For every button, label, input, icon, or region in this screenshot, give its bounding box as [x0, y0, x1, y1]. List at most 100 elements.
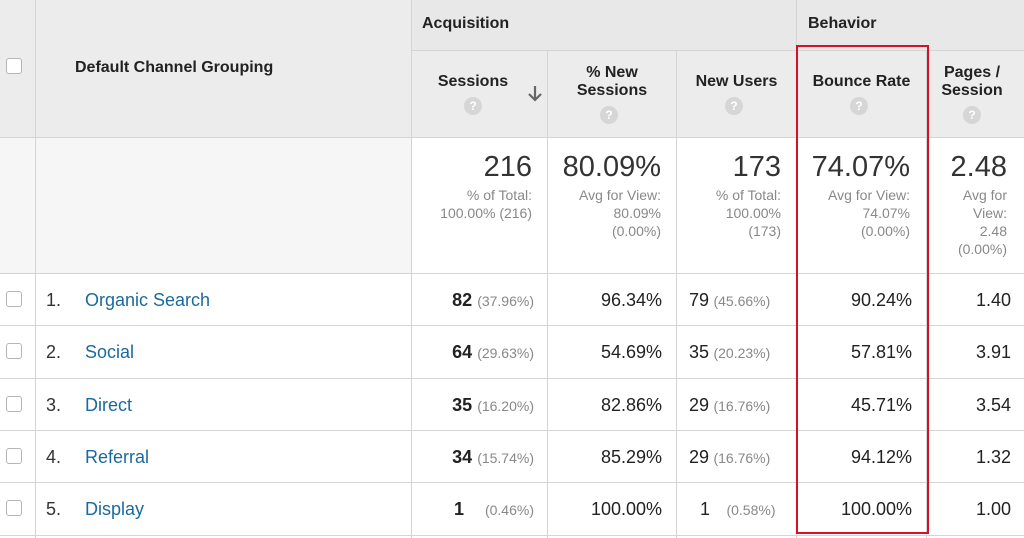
group-header-band — [412, 0, 1024, 50]
dimension-header[interactable]: Default Channel Grouping — [75, 59, 274, 76]
new-users-pct: (16.76%) — [713, 450, 771, 466]
bounce-rate-cell: 94.12% — [850, 447, 912, 467]
sessions-value: 35 — [452, 395, 473, 415]
sessions-value: 64 — [452, 342, 473, 362]
col-sessions-label: Sessions — [437, 73, 509, 90]
help-icon[interactable]: ? — [850, 97, 868, 115]
table-row: 5. Display 1 (0.46%) 100.00% 1 (0.58%) 1… — [0, 483, 1024, 535]
new-users-value: 35 — [689, 342, 710, 362]
total-sessions-line2: 100.00% (216) — [440, 205, 532, 221]
pages-session-cell: 1.32 — [975, 447, 1011, 467]
total-bounce-rate-value: 74.07% — [811, 151, 910, 183]
row-number: 3. — [46, 395, 62, 415]
new-users-value: 79 — [689, 290, 710, 310]
channel-link[interactable]: Direct — [85, 395, 133, 415]
help-icon[interactable]: ? — [963, 106, 981, 124]
total-pct-new-sessions-value: 80.09% — [562, 151, 661, 183]
total-sessions-value: 216 — [483, 151, 532, 183]
channel-link[interactable]: Display — [85, 499, 145, 519]
bounce-rate-cell: 90.24% — [850, 290, 912, 310]
new-users-cell: 79 (45.66%) — [689, 290, 770, 311]
sessions-cell: 1 (0.46%) — [412, 499, 534, 520]
table-row: 2. Social 64 (29.63%) 54.69% 35 (20.23%)… — [0, 326, 1024, 378]
row-checkbox[interactable] — [6, 396, 22, 412]
group-behavior: Behavior — [808, 15, 877, 32]
col-new-users-header[interactable]: New Users — [677, 73, 796, 91]
col-bounce-rate-label: Bounce Rate — [812, 73, 911, 90]
sessions-value: 34 — [452, 447, 473, 467]
total-pages-session-value: 2.48 — [950, 151, 1007, 183]
col-pct-new-sessions-header[interactable]: % New Sessions — [548, 64, 676, 100]
total-pct-new-sessions-line1: Avg for View: — [579, 187, 661, 203]
pct-new-sessions-cell: 82.86% — [600, 395, 662, 415]
channel-link[interactable]: Referral — [85, 447, 150, 467]
row-number: 2. — [46, 342, 62, 362]
col-bounce-rate-header[interactable]: Bounce Rate — [797, 73, 926, 91]
pct-new-sessions-cell: 85.29% — [600, 447, 662, 467]
new-users-cell: 29 (16.76%) — [689, 395, 770, 416]
total-new-users-value: 173 — [732, 151, 781, 183]
total-bounce-rate: 74.07% Avg for View: 74.07% (0.00%) — [797, 152, 910, 240]
sessions-pct: (0.46%) — [484, 502, 534, 518]
col-new-users-label: New Users — [695, 73, 778, 90]
total-new-users-line1: % of Total: — [715, 187, 781, 203]
total-pages-session: 2.48 Avg for View: 2.48 (0.00%) — [927, 152, 1007, 258]
channel-link[interactable]: Organic Search — [85, 290, 211, 310]
new-users-pct: (45.66%) — [713, 293, 771, 309]
sessions-pct: (29.63%) — [477, 345, 534, 361]
total-bounce-rate-line1: Avg for View: — [828, 187, 910, 203]
col-pages-session-line1: Pages / — [943, 64, 1001, 81]
row-number: 5. — [46, 499, 62, 519]
pages-session-cell: 3.91 — [975, 342, 1011, 362]
table-row: 1. Organic Search 82 (37.96%) 96.34% 79 … — [0, 274, 1024, 325]
sessions-cell: 82 (37.96%) — [412, 290, 534, 311]
col-pct-new-sessions-line1: % New — [586, 64, 638, 81]
total-sessions: 216 % of Total: 100.00% (216) — [412, 152, 532, 222]
total-pages-session-line4: (0.00%) — [957, 241, 1007, 257]
total-bounce-rate-line2: 74.07% — [862, 205, 910, 221]
sessions-cell: 35 (16.20%) — [412, 395, 534, 416]
total-new-users: 173 % of Total: 100.00% (173) — [677, 152, 781, 240]
pages-session-cell: 1.40 — [975, 290, 1011, 310]
total-new-users-line2: 100.00% — [725, 205, 781, 221]
new-users-value: 1 — [700, 499, 711, 519]
new-users-value: 29 — [689, 395, 710, 415]
pct-new-sessions-cell: 54.69% — [600, 342, 662, 362]
row-checkbox[interactable] — [6, 291, 22, 307]
total-pct-new-sessions-line3: (0.00%) — [611, 223, 661, 239]
new-users-cell: 29 (16.76%) — [689, 447, 770, 468]
row-checkbox[interactable] — [6, 500, 22, 516]
channel-link[interactable]: Social — [85, 342, 135, 362]
sessions-pct: (16.20%) — [477, 398, 534, 414]
total-pct-new-sessions-line2: 80.09% — [613, 205, 661, 221]
col-pct-new-sessions-line2: Sessions — [576, 82, 648, 99]
row-checkbox[interactable] — [6, 343, 22, 359]
sessions-value: 82 — [452, 290, 473, 310]
help-icon[interactable]: ? — [600, 106, 618, 124]
totals-row — [0, 138, 412, 273]
pct-new-sessions-cell: 96.34% — [600, 290, 662, 310]
arrow-down-icon[interactable] — [526, 84, 544, 104]
new-users-cell: 1 (0.58%) — [700, 499, 776, 520]
sessions-cell: 64 (29.63%) — [412, 342, 534, 363]
total-pages-session-line2: View: — [973, 205, 1007, 221]
pages-session-cell: 1.00 — [975, 499, 1011, 519]
new-users-pct: (0.58%) — [726, 502, 776, 518]
help-icon[interactable]: ? — [464, 97, 482, 115]
col-sessions-header[interactable]: Sessions — [412, 73, 534, 91]
help-icon[interactable]: ? — [725, 97, 743, 115]
pages-session-cell: 3.54 — [975, 395, 1011, 415]
total-sessions-line1: % of Total: — [466, 187, 532, 203]
new-users-pct: (16.76%) — [713, 398, 771, 414]
group-acquisition: Acquisition — [422, 15, 510, 32]
select-all-checkbox[interactable] — [6, 58, 22, 74]
row-checkbox[interactable] — [6, 448, 22, 464]
row-number: 1. — [46, 290, 62, 310]
sessions-value: 1 — [453, 499, 464, 519]
new-users-pct: (20.23%) — [713, 345, 771, 361]
total-pages-session-line1: Avg for — [962, 187, 1007, 203]
col-pages-session-line2: Session — [941, 82, 1003, 99]
pct-new-sessions-cell: 100.00% — [590, 499, 662, 519]
col-pages-session-header[interactable]: Pages / Session — [927, 64, 1017, 100]
table-row: 3. Direct 35 (16.20%) 82.86% 29 (16.76%)… — [0, 379, 1024, 430]
